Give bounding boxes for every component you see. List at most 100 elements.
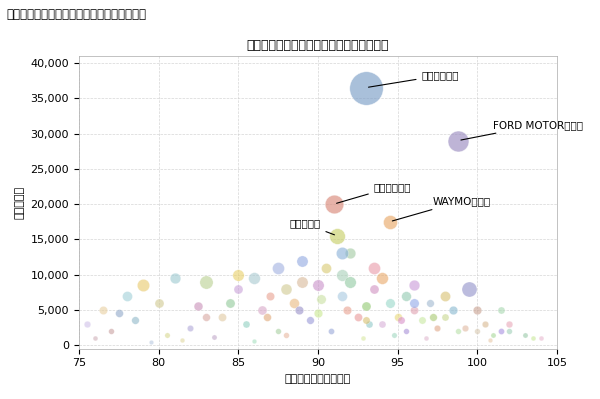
- Point: [250, 275, 259, 281]
- Point: [154, 300, 163, 306]
- Point: [185, 324, 195, 331]
- Point: [337, 271, 347, 278]
- Point: [316, 296, 326, 302]
- Point: [409, 307, 418, 313]
- Point: [409, 300, 418, 306]
- Point: [82, 321, 92, 327]
- Point: [138, 282, 148, 288]
- Point: [428, 314, 437, 320]
- Point: [520, 332, 530, 338]
- Point: [345, 279, 355, 285]
- Point: [505, 328, 514, 334]
- Point: [321, 265, 331, 271]
- Point: [294, 307, 304, 313]
- Text: FORD MOTOR（米）: FORD MOTOR（米）: [461, 120, 583, 140]
- Point: [361, 317, 371, 324]
- Point: [417, 317, 427, 324]
- Point: [528, 335, 538, 341]
- Point: [440, 292, 450, 299]
- Text: 日産自動車: 日産自動車: [289, 219, 334, 235]
- Point: [401, 292, 410, 299]
- Point: [326, 328, 335, 334]
- X-axis label: パテントスコア最高値: パテントスコア最高値: [285, 374, 351, 384]
- Point: [342, 307, 352, 313]
- Point: [262, 314, 272, 320]
- Text: 【自動運転関連技術　特許総合力トップ５】: 【自動運転関連技術 特許総合力トップ５】: [6, 8, 146, 21]
- Point: [481, 321, 490, 327]
- Point: [274, 265, 283, 271]
- Point: [488, 332, 498, 338]
- Point: [233, 286, 243, 292]
- Point: [332, 233, 342, 239]
- Title: 権利者スコアマップ（特許（日米欧中））: 権利者スコアマップ（特許（日米欧中））: [247, 39, 389, 52]
- Point: [209, 334, 219, 340]
- Point: [422, 335, 431, 341]
- Point: [337, 250, 347, 257]
- Point: [233, 271, 243, 278]
- Point: [485, 336, 495, 343]
- Point: [90, 335, 100, 341]
- Point: [162, 332, 172, 338]
- Point: [449, 307, 458, 313]
- Point: [505, 321, 514, 327]
- Point: [257, 307, 267, 313]
- Point: [274, 328, 283, 334]
- Text: 本田技研工業: 本田技研工業: [337, 182, 411, 203]
- Point: [281, 286, 291, 292]
- Point: [98, 307, 107, 313]
- Point: [369, 265, 379, 271]
- Point: [385, 219, 394, 225]
- Point: [170, 275, 179, 281]
- Point: [297, 279, 307, 285]
- Point: [377, 275, 386, 281]
- Point: [265, 292, 275, 299]
- Point: [361, 85, 371, 91]
- Point: [364, 321, 374, 327]
- Point: [329, 201, 338, 207]
- Point: [202, 279, 211, 285]
- Point: [393, 314, 403, 320]
- Point: [130, 317, 139, 324]
- Point: [178, 336, 187, 343]
- Point: [536, 335, 546, 341]
- Point: [313, 310, 323, 317]
- Point: [385, 300, 394, 306]
- Point: [409, 282, 418, 288]
- Point: [464, 286, 474, 292]
- Point: [454, 328, 463, 334]
- Point: [226, 300, 235, 306]
- Point: [473, 328, 482, 334]
- Point: [396, 317, 406, 324]
- Point: [305, 317, 315, 324]
- Point: [377, 321, 386, 327]
- Point: [106, 328, 116, 334]
- Point: [425, 300, 434, 306]
- Point: [440, 314, 450, 320]
- Point: [250, 338, 259, 344]
- Point: [194, 303, 203, 310]
- Text: WAYMO（米）: WAYMO（米）: [392, 196, 491, 221]
- Point: [337, 292, 347, 299]
- Point: [218, 314, 227, 320]
- Point: [358, 335, 367, 341]
- Point: [345, 250, 355, 257]
- Point: [146, 338, 155, 345]
- Point: [389, 332, 399, 338]
- Point: [496, 328, 506, 334]
- Point: [202, 314, 211, 320]
- Point: [289, 300, 299, 306]
- Point: [473, 307, 482, 313]
- Point: [281, 332, 291, 338]
- Point: [353, 314, 362, 320]
- Point: [454, 137, 463, 144]
- Point: [433, 324, 442, 331]
- Y-axis label: 特許スコア: 特許スコア: [15, 186, 25, 219]
- Text: トヨタ自動車: トヨタ自動車: [368, 71, 459, 87]
- Point: [401, 328, 410, 334]
- Point: [369, 286, 379, 292]
- Point: [361, 303, 371, 310]
- Point: [114, 310, 124, 317]
- Point: [122, 292, 131, 299]
- Point: [241, 321, 251, 327]
- Point: [496, 307, 506, 313]
